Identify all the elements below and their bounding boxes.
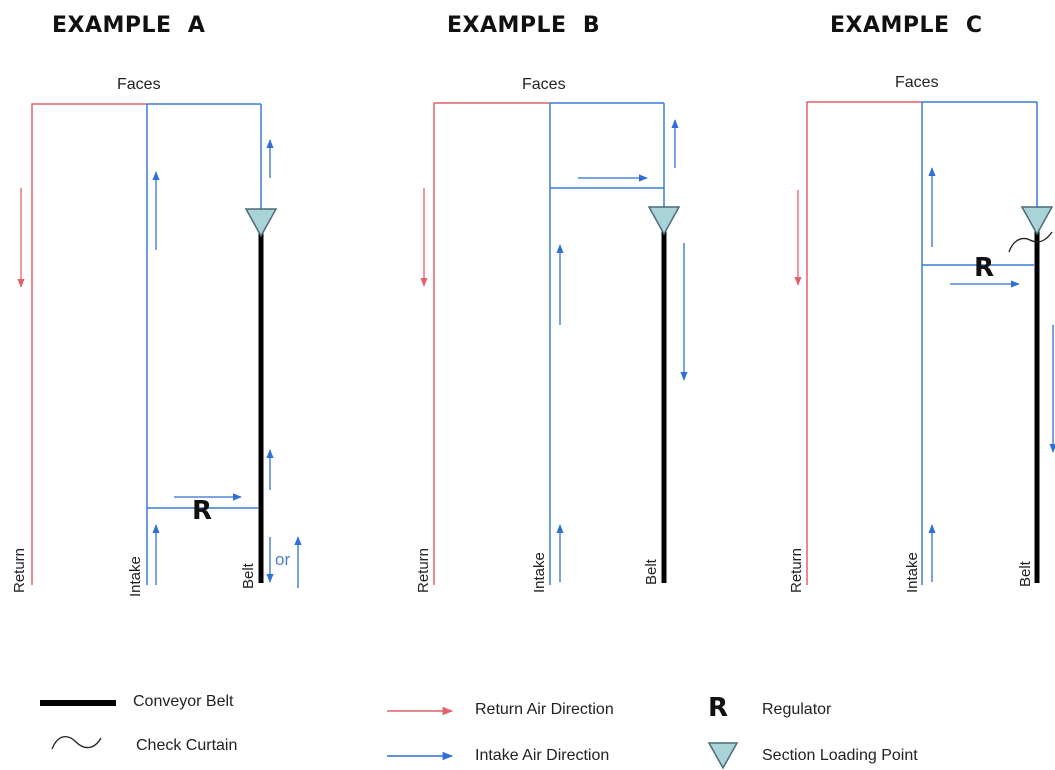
example-c-belt-label: Belt [1017, 560, 1034, 587]
example-c-return-airway [806, 101, 922, 585]
legend-check-curtain-icon [51, 736, 102, 750]
legend-regulator-label: Regulator [762, 701, 832, 718]
example-c-loading-point-icon [1020, 206, 1054, 236]
example-a-intake-label: Intake [127, 556, 144, 597]
example-a-belt-label: Belt [240, 562, 257, 589]
legend-intake-air-label: Intake Air Direction [475, 747, 609, 764]
legend-regulator-symbol: R [708, 693, 728, 723]
example-a-faces-label: Faces [117, 76, 161, 93]
example-b-belt-label: Belt [643, 558, 660, 585]
example-c-return-label: Return [788, 548, 805, 593]
example-c-title: EXAMPLE C [830, 13, 983, 38]
legend-return-air-label: Return Air Direction [475, 701, 614, 718]
legend-conveyor-belt-label: Conveyor Belt [133, 693, 234, 710]
example-b-loading-point-icon [647, 206, 681, 236]
example-b: EXAMPLE B Faces Return Intake Belt [415, 13, 688, 593]
example-c: EXAMPLE C Faces R Return Intake Belt [788, 13, 1055, 593]
example-b-intake-label: Intake [531, 552, 548, 593]
legend-check-curtain-label: Check Curtain [136, 737, 237, 754]
example-a-title: EXAMPLE A [52, 13, 205, 38]
example-a-loading-point-icon [244, 208, 278, 238]
example-b-title: EXAMPLE B [447, 13, 600, 38]
example-a-or-label: or [275, 550, 290, 569]
example-c-intake-label: Intake [904, 552, 921, 593]
example-c-faces-label: Faces [895, 74, 939, 91]
example-a-return-airway [31, 103, 147, 585]
example-b-return-airway [433, 102, 550, 585]
legend: Conveyor Belt Check Curtain Return Air D… [40, 693, 918, 770]
example-b-return-label: Return [415, 548, 432, 593]
example-a-regulator-symbol: R [192, 496, 212, 526]
example-b-faces-label: Faces [522, 76, 566, 93]
example-c-regulator-symbol: R [974, 253, 994, 283]
example-a: EXAMPLE A Faces R or Return Intake Belt [11, 13, 302, 597]
example-a-return-label: Return [11, 548, 28, 593]
example-c-check-curtain-icon [1008, 231, 1053, 253]
legend-loading-point-icon [707, 742, 739, 770]
legend-loading-point-label: Section Loading Point [762, 747, 918, 764]
